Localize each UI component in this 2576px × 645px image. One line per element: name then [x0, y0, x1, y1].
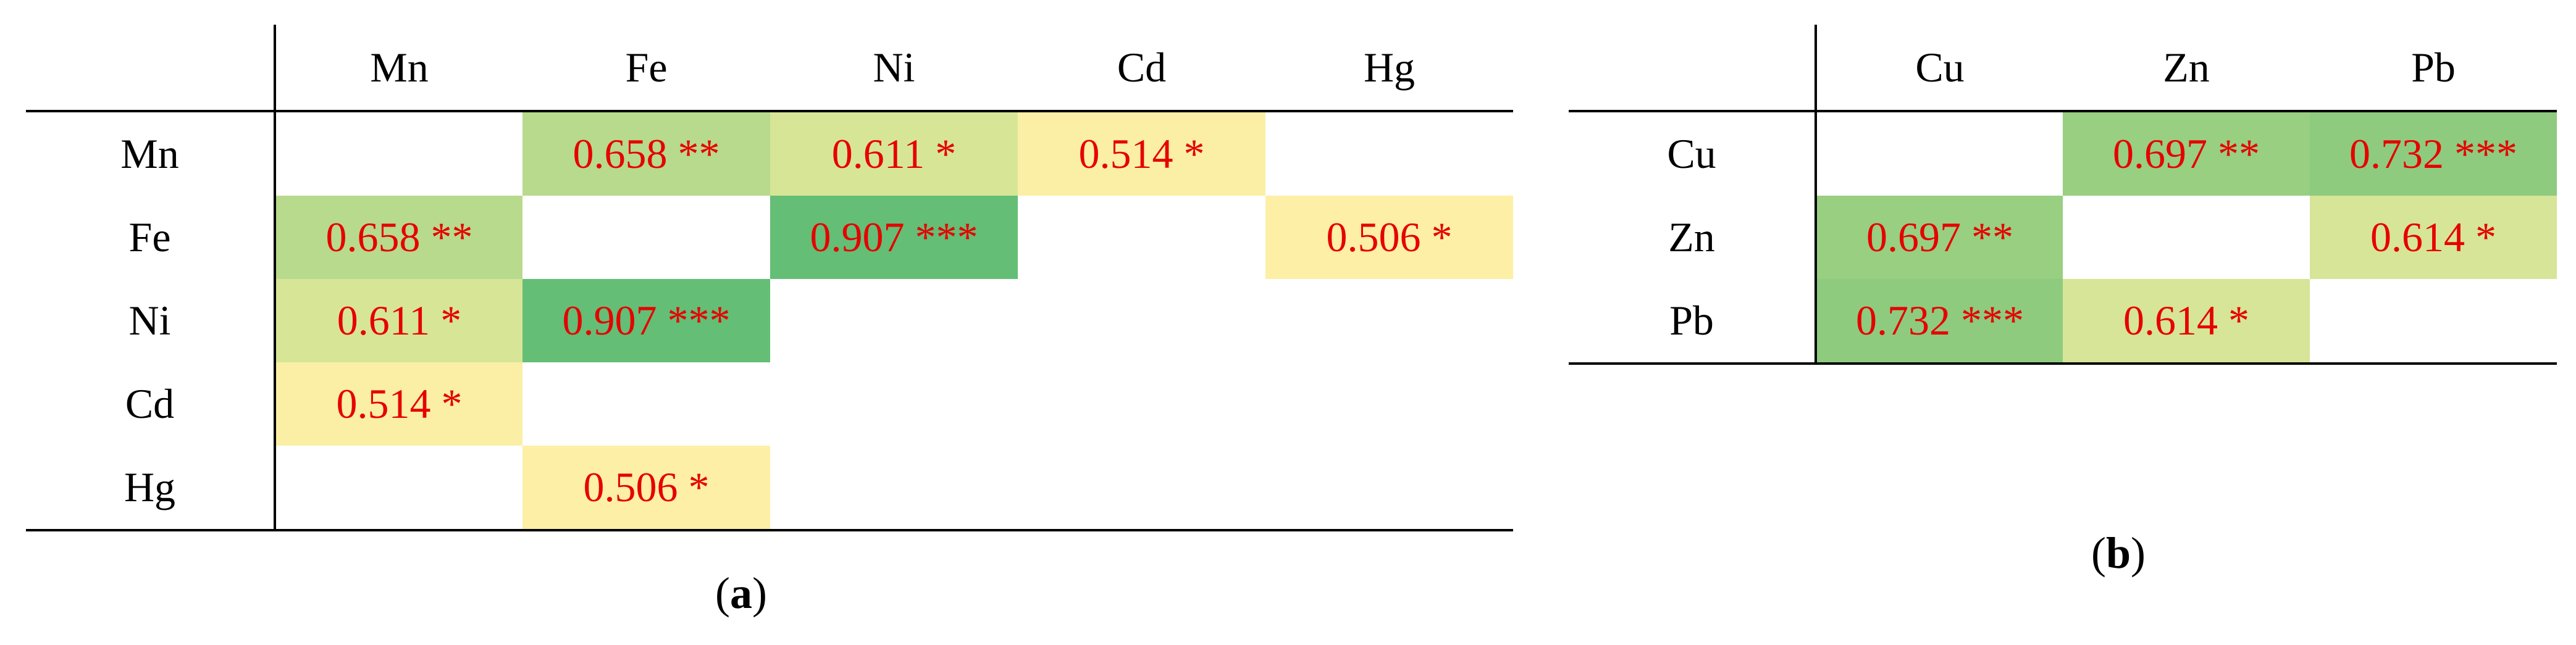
cell-hg-ni: [770, 446, 1018, 531]
table-row: Mn 0.658 ** 0.611 * 0.514 *: [26, 111, 1513, 196]
cell-mn-mn: [275, 111, 522, 196]
caption-b: (b): [2091, 528, 2146, 578]
row-header-hg: Hg: [26, 446, 276, 531]
cell-zn-cu: 0.697 **: [1816, 196, 2063, 279]
caption-a-letter: a: [730, 568, 752, 618]
cell-hg-fe: 0.506 *: [522, 446, 770, 531]
row-header-mn: Mn: [26, 111, 276, 196]
column-header-cd: Cd: [1018, 25, 1265, 112]
row-header-cd: Cd: [26, 362, 276, 446]
correlation-matrix-b: Cu Zn Pb Cu 0.697 ** 0.732 *** Zn 0.697 ** 0.614…: [1569, 25, 2557, 365]
cell-cd-hg: [1265, 362, 1513, 446]
table-row: Hg 0.506 *: [26, 446, 1513, 531]
cell-hg-cd: [1018, 446, 1265, 531]
cell-ni-fe: 0.907 ***: [522, 279, 770, 362]
table-row: Pb 0.732 *** 0.614 *: [1569, 279, 2557, 365]
cell-mn-fe: 0.658 **: [522, 111, 770, 196]
correlation-table-b: Cu Zn Pb Cu 0.697 ** 0.732 *** Zn 0.697 ** 0.614…: [1569, 25, 2557, 365]
table-row: Cd 0.514 *: [26, 362, 1513, 446]
cell-cu-cu: [1816, 111, 2063, 196]
cell-fe-hg: 0.506 *: [1265, 196, 1513, 279]
cell-mn-cd: 0.514 *: [1018, 111, 1265, 196]
cell-cd-fe: [522, 362, 770, 446]
table-row: Zn 0.697 ** 0.614 *: [1569, 196, 2557, 279]
row-header-zn: Zn: [1569, 196, 1817, 279]
cell-pb-cu: 0.732 ***: [1816, 279, 2063, 365]
cell-cd-mn: 0.514 *: [275, 362, 522, 446]
column-header-ni: Ni: [770, 25, 1018, 112]
table-row: Cu 0.697 ** 0.732 ***: [1569, 111, 2557, 196]
cell-fe-cd: [1018, 196, 1265, 279]
row-header-fe: Fe: [26, 196, 276, 279]
correlation-table-a: Mn Fe Ni Cd Hg Mn 0.658 ** 0.611 * 0.514 * Fe 0.65…: [26, 25, 1514, 531]
cell-ni-cd: [1018, 279, 1265, 362]
corner-cell: [26, 25, 276, 112]
row-header-pb: Pb: [1569, 279, 1817, 365]
table-row: Ni 0.611 * 0.907 ***: [26, 279, 1513, 362]
cell-ni-hg: [1265, 279, 1513, 362]
cell-ni-mn: 0.611 *: [275, 279, 522, 362]
cell-cu-pb: 0.732 ***: [2310, 111, 2557, 196]
cell-cd-ni: [770, 362, 1018, 446]
corner-cell: [1569, 25, 1817, 112]
column-header-zn: Zn: [2063, 25, 2310, 112]
row-header-cu: Cu: [1569, 111, 1817, 196]
cell-fe-mn: 0.658 **: [275, 196, 522, 279]
caption-b-letter: b: [2105, 528, 2131, 578]
cell-hg-hg: [1265, 446, 1513, 531]
column-header-hg: Hg: [1265, 25, 1513, 112]
cell-cu-zn: 0.697 **: [2063, 111, 2310, 196]
cell-ni-ni: [770, 279, 1018, 362]
column-header-pb: Pb: [2310, 25, 2557, 112]
cell-hg-mn: [275, 446, 522, 531]
correlation-matrix-a: Mn Fe Ni Cd Hg Mn 0.658 ** 0.611 * 0.514 * Fe 0.65…: [26, 25, 1513, 531]
cell-zn-pb: 0.614 *: [2310, 196, 2557, 279]
cell-fe-fe: [522, 196, 770, 279]
cell-mn-hg: [1265, 111, 1513, 196]
cell-zn-zn: [2063, 196, 2310, 279]
cell-cd-cd: [1018, 362, 1265, 446]
cell-pb-pb: [2310, 279, 2557, 365]
table-row: Fe 0.658 ** 0.907 *** 0.506 *: [26, 196, 1513, 279]
caption-a: (a): [715, 568, 767, 618]
column-header-fe: Fe: [522, 25, 770, 112]
cell-fe-ni: 0.907 ***: [770, 196, 1018, 279]
column-header-mn: Mn: [275, 25, 522, 112]
row-header-ni: Ni: [26, 279, 276, 362]
cell-pb-zn: 0.614 *: [2063, 279, 2310, 365]
cell-mn-ni: 0.611 *: [770, 111, 1018, 196]
column-header-cu: Cu: [1816, 25, 2063, 112]
